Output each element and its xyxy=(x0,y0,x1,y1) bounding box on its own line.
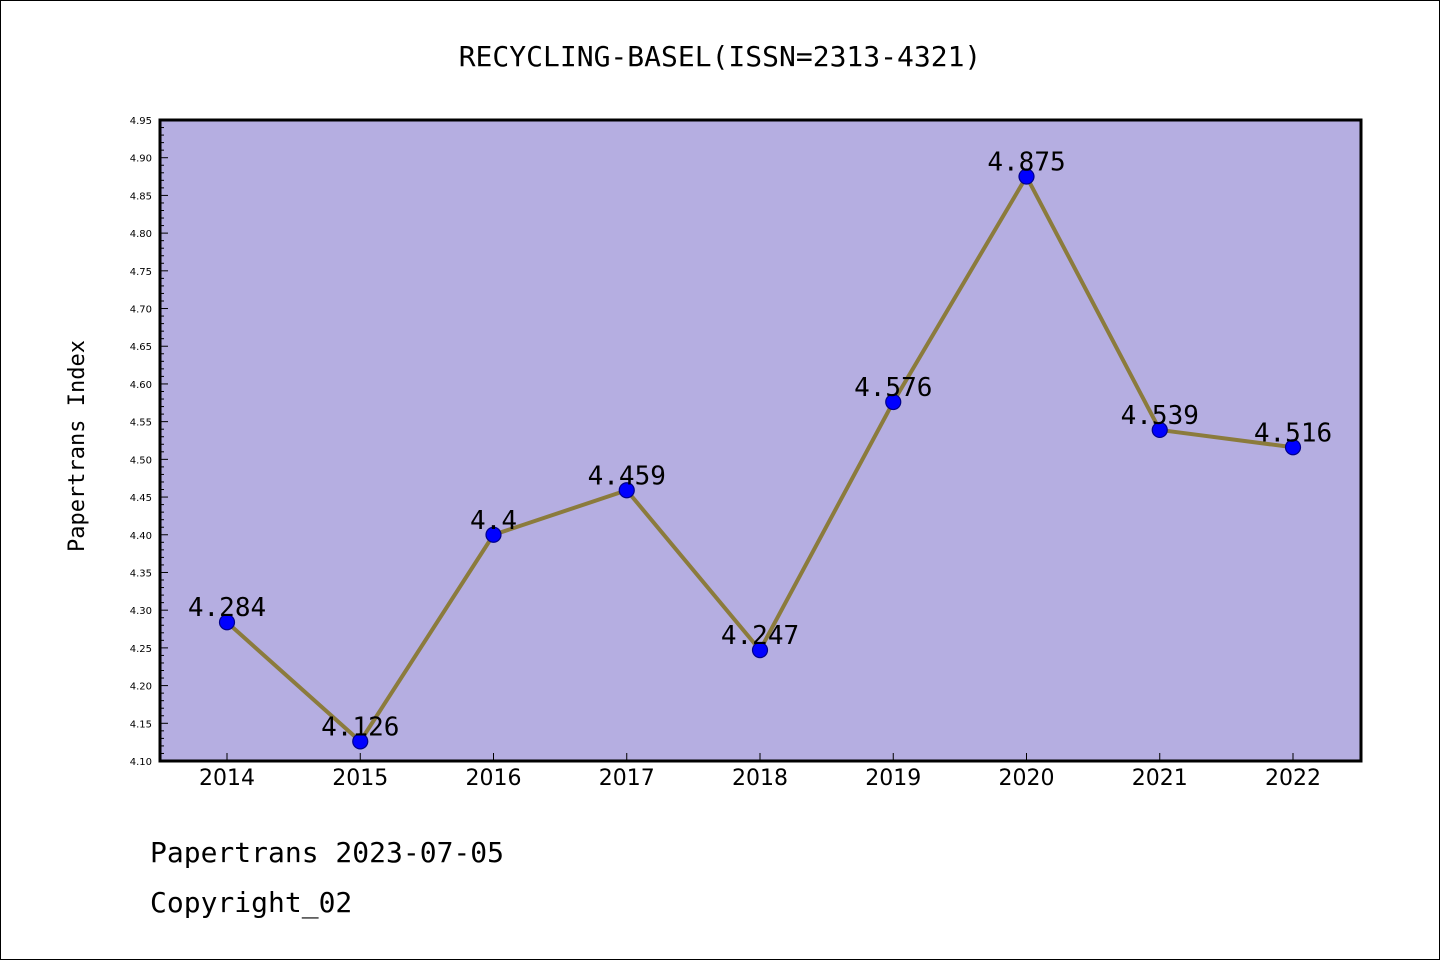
footer-copyright-text: Copyright_02 xyxy=(150,886,353,919)
x-tick-label: 2014 xyxy=(199,766,255,791)
y-tick-label: 4.55 xyxy=(130,418,152,429)
y-tick-label: 4.45 xyxy=(130,493,152,504)
y-tick-label: 4.80 xyxy=(130,229,152,240)
x-tick-label: 2019 xyxy=(865,766,921,791)
data-label-2022: 4.516 xyxy=(1254,418,1332,448)
y-tick-label: 4.40 xyxy=(130,531,152,542)
data-point-2015 xyxy=(352,733,369,750)
y-tick-label: 4.35 xyxy=(130,568,152,579)
data-point-2021 xyxy=(1151,421,1168,439)
plot-area xyxy=(160,120,1361,761)
x-tick-label: 2015 xyxy=(332,766,388,791)
data-point-2019 xyxy=(885,393,902,411)
data-point-2022 xyxy=(1284,439,1302,456)
y-tick-label: 4.95 xyxy=(130,116,152,127)
x-tick-label: 2017 xyxy=(599,766,655,791)
y-tick-label: 4.15 xyxy=(130,719,152,730)
x-tick-label: 2020 xyxy=(999,766,1055,791)
data-label-2015: 4.126 xyxy=(321,712,399,742)
x-tick-label: 2018 xyxy=(732,766,788,791)
data-label-2019: 4.576 xyxy=(854,373,932,403)
y-tick-label: 4.90 xyxy=(130,154,152,165)
y-tick-label: 4.25 xyxy=(130,644,152,655)
data-point-2014 xyxy=(218,614,236,631)
y-tick-label: 4.75 xyxy=(130,267,152,278)
footer-date-text: Papertrans 2023-07-05 xyxy=(150,836,505,869)
data-label-2016: 4.4 xyxy=(470,506,517,536)
y-tick-label: 4.20 xyxy=(130,682,152,693)
y-tick-label: 4.70 xyxy=(130,305,152,316)
data-label-2014: 4.284 xyxy=(188,593,266,623)
x-tick-label: 2016 xyxy=(466,766,522,791)
x-tick-label: 2021 xyxy=(1132,766,1188,791)
data-label-2018: 4.247 xyxy=(721,621,799,651)
data-label-2017: 4.459 xyxy=(588,461,666,491)
y-tick-label: 4.60 xyxy=(130,380,152,391)
x-axis-ticks: 2014 2015 2016 2017 2018 2019 2020 2021 2022 xyxy=(199,753,1321,791)
data-point-2016 xyxy=(485,526,502,543)
y-tick-label: 4.50 xyxy=(130,455,152,466)
chart-title: RECYCLING-BASEL(ISSN=2313-4321) xyxy=(459,40,982,73)
y-axis-label: Papertrans Index xyxy=(65,340,90,552)
y-tick-label: 4.10 xyxy=(130,757,152,768)
y-tick-label: 4.85 xyxy=(130,191,152,202)
data-point-2017 xyxy=(618,482,635,499)
plot-border xyxy=(158,118,1363,763)
data-label-2021: 4.539 xyxy=(1121,401,1199,431)
x-tick-label: 2022 xyxy=(1265,766,1321,791)
y-tick-label: 4.65 xyxy=(130,342,152,353)
y-tick-label: 4.30 xyxy=(130,606,152,617)
data-point-2020 xyxy=(1018,168,1035,185)
data-point-2018 xyxy=(751,642,769,659)
series-layer: 4.284 4.126 4.4 4.459 4.247 4.576 4.875 4.539 4.… xyxy=(188,148,1332,750)
data-label-2020: 4.875 xyxy=(987,148,1065,178)
